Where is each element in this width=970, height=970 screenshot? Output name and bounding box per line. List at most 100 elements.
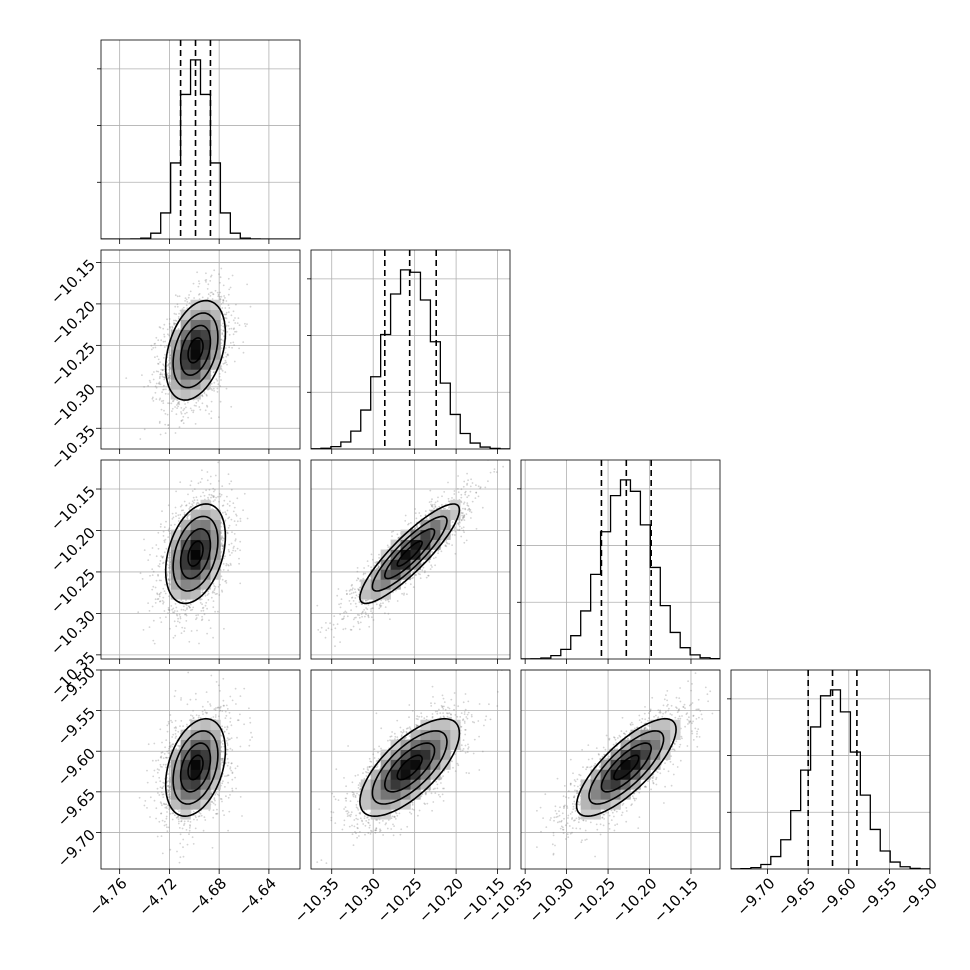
sample-point [164, 592, 167, 595]
sample-point [198, 282, 201, 285]
sample-point [186, 458, 188, 460]
sample-point [209, 475, 212, 478]
sample-point [341, 618, 343, 621]
sample-point [376, 561, 378, 563]
sample-point [226, 509, 229, 512]
density-cell [210, 359, 221, 370]
sample-point [161, 375, 164, 378]
sample-point [364, 599, 367, 602]
sample-point [158, 579, 161, 582]
sample-point [188, 606, 191, 609]
sample-point [157, 363, 160, 365]
density-cell [180, 549, 191, 560]
sample-point [178, 613, 181, 616]
sample-point [207, 592, 210, 595]
sample-point [183, 630, 186, 633]
sample-point [186, 514, 189, 517]
sample-point [225, 564, 228, 567]
sample-point [206, 405, 209, 408]
density-cell [200, 319, 211, 330]
sample-point [206, 594, 209, 596]
sample-point [155, 579, 158, 582]
sample-point [167, 402, 169, 404]
sample-point [143, 538, 145, 541]
sample-point [481, 506, 484, 509]
sample-point [168, 554, 171, 557]
sample-point [234, 330, 236, 333]
sample-point [217, 383, 220, 386]
sample-point [358, 601, 361, 604]
sample-point [229, 286, 232, 289]
sample-point [384, 606, 387, 608]
sample-point [155, 555, 158, 558]
sample-point [178, 621, 181, 624]
sample-point [460, 501, 463, 504]
sample-point [198, 293, 200, 296]
sample-point [242, 351, 245, 354]
sample-point [384, 612, 386, 615]
sample-point [200, 598, 203, 601]
sample-point [208, 619, 210, 622]
sample-point [200, 610, 203, 612]
sample-point [201, 395, 204, 398]
sample-point [173, 523, 176, 526]
sample-point [167, 566, 170, 569]
sample-point [233, 506, 236, 509]
sample-point [193, 488, 196, 490]
sample-point [183, 512, 186, 514]
sample-point [168, 583, 171, 585]
sample-point [206, 632, 209, 635]
sample-point [167, 351, 170, 354]
sample-point [195, 617, 198, 619]
sample-point [207, 496, 209, 499]
sample-point [433, 507, 435, 510]
density-cell [170, 539, 181, 550]
sample-point [219, 295, 221, 298]
sample-point [213, 269, 216, 272]
sample-point [359, 586, 361, 589]
sample-point [211, 591, 214, 594]
sample-point [194, 423, 197, 425]
sample-point [160, 408, 163, 411]
sample-point [185, 599, 187, 602]
sample-point [167, 375, 170, 377]
sample-point [159, 375, 161, 378]
sample-point [163, 384, 165, 387]
sample-point [463, 516, 465, 519]
sample-point [176, 613, 178, 616]
sample-point [157, 598, 160, 600]
sample-point [206, 471, 209, 473]
sample-point [344, 627, 347, 630]
sample-point [217, 495, 219, 498]
sample-point [211, 298, 214, 300]
sample-point [211, 508, 214, 510]
sample-point [167, 333, 169, 336]
sample-point [462, 529, 465, 532]
density-cell [190, 349, 201, 360]
sample-point [172, 399, 175, 402]
sample-point [160, 400, 163, 403]
sample-point [207, 297, 209, 300]
sample-point [178, 426, 181, 428]
sample-point [367, 614, 370, 616]
sample-point [159, 372, 162, 374]
sample-point [219, 276, 222, 279]
sample-point [378, 557, 380, 559]
sample-point [225, 324, 228, 327]
sample-point [163, 373, 166, 376]
sample-point [193, 499, 196, 502]
sample-point [378, 565, 381, 568]
sample-point [183, 627, 186, 629]
sample-point [424, 514, 427, 517]
sample-point [246, 323, 248, 325]
sample-point [220, 493, 223, 496]
sample-point [152, 396, 154, 399]
sample-point [225, 579, 228, 582]
density-cell [180, 329, 191, 340]
sample-point [222, 284, 225, 287]
sample-point [161, 368, 164, 371]
sample-point [231, 274, 234, 277]
sample-point [224, 580, 227, 583]
sample-point [468, 507, 470, 510]
sample-point [219, 400, 222, 403]
